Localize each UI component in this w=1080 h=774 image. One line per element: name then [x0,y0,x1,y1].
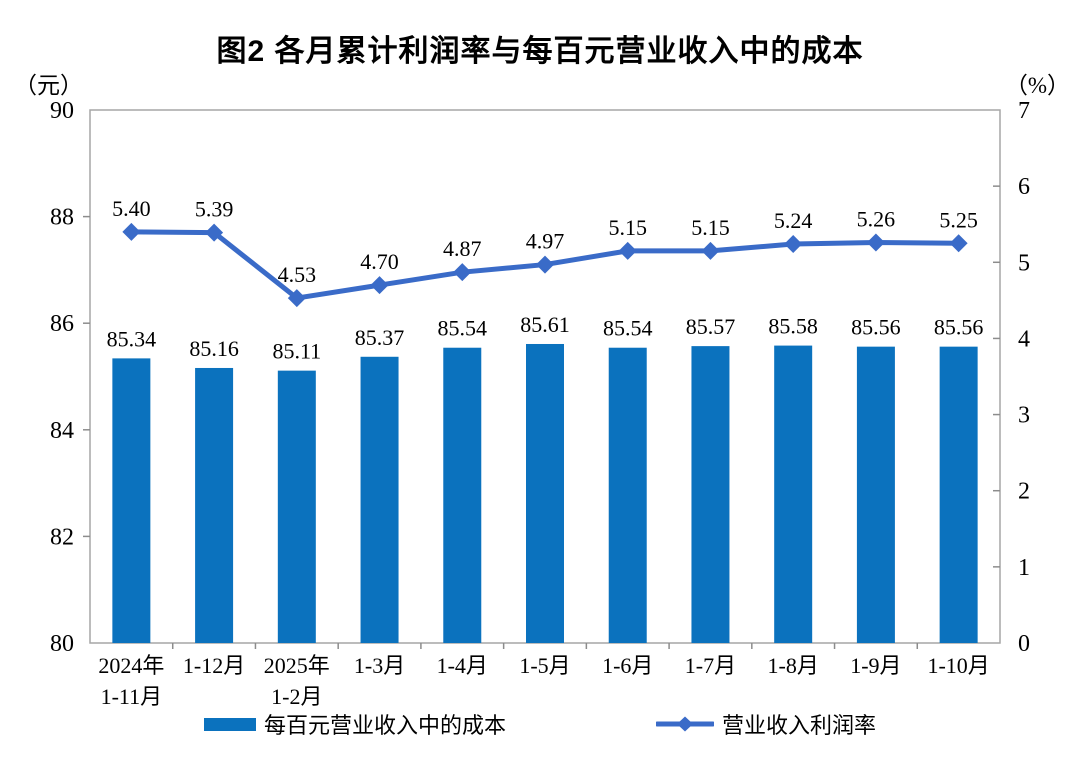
line-series [122,222,968,308]
line-series-label: 营业收入利润率 [722,713,877,738]
left-axis-unit: （元） [14,73,83,98]
right-axis-tick-label: 5 [1018,250,1030,276]
bar [277,370,316,643]
x-axis-category-label: 1-4月 [437,653,488,678]
x-axis-category-label: 1-2月 [271,684,322,706]
line-value-label: 5.24 [774,208,813,233]
bar [360,356,399,643]
bar [112,358,151,643]
left-axis-tick-label: 84 [50,418,74,444]
x-axis-category-label: 1-8月 [768,653,819,678]
line-marker-diamond [370,276,389,295]
x-axis-labels: 2024年 1-11月 1-12月 2025年 1-2月 1-3月 1-4月 1-5月 1-6月… [98,653,989,706]
x-axis-category-label: 1-6月 [602,653,653,678]
x-axis-category-label: 1-11月 [101,684,163,706]
left-axis-tick-label: 86 [50,311,74,337]
bar-series-swatch [203,717,256,731]
right-axis-tick-label: 4 [1018,326,1030,352]
bar-value-label: 85.16 [189,336,239,361]
legend-item-bar-series: 每百元营业收入中的成本 [203,708,506,740]
bar [774,345,813,643]
bar-value-label: 85.54 [603,316,653,341]
x-axis-category-label: 1-10月 [927,653,989,678]
line-value-label: 5.40 [112,196,151,221]
bar [691,346,730,643]
bar-value-label: 85.34 [107,326,157,351]
line-value-label: 4.87 [443,236,482,261]
left-axis-tick-label: 82 [50,524,74,550]
right-axis-tick-label: 0 [1018,631,1030,657]
bar [608,347,647,643]
line-marker-diamond [866,233,885,252]
bar-series [112,343,978,643]
line-marker-diamond [949,234,968,253]
bar-value-label: 85.37 [355,325,405,350]
right-axis-tick-label: 1 [1018,555,1030,581]
bar [939,346,978,643]
bar-value-label: 85.58 [768,314,818,339]
bar [195,367,234,643]
line-marker-diamond [205,223,224,242]
x-axis-ticks [171,643,919,649]
bar-value-label: 85.56 [934,315,984,340]
bar-value-label: 85.11 [272,339,321,364]
line-marker-diamond [701,241,720,260]
line-value-label: 5.15 [608,215,647,240]
bar [443,347,482,643]
x-axis-category-label: 1-3月 [354,653,405,678]
plot-area: 80 82 84 86 88 90 0 1 2 3 4 5 6 7 2024年 1-11月 1-12月 2025年… [50,98,1030,706]
left-axis: 80 82 84 86 88 90 [50,98,90,657]
line-value-label: 4.53 [278,262,317,287]
line-marker-diamond [287,289,306,308]
line-value-label: 4.97 [526,229,565,254]
bar-value-label: 85.56 [851,315,901,340]
line-marker-diamond [453,263,472,282]
right-axis-tick-label: 3 [1018,403,1030,429]
bar-series-label: 每百元营业收入中的成本 [263,713,506,738]
line-value-label: 5.25 [939,207,978,232]
line-value-labels: 5.40 5.39 4.53 4.70 4.87 4.97 5.15 5.15 5.24 5.26… [112,196,978,287]
right-axis-unit: （%） [1004,73,1070,98]
right-axis: 0 1 2 3 4 5 6 7 [993,98,1030,657]
bar [856,346,895,643]
x-axis-category-label: 2024年 [98,653,164,678]
line-value-label: 5.39 [195,197,234,222]
line-marker-diamond [122,222,141,241]
legend-item-line-series: 营业收入利润率 [654,708,877,740]
x-axis-category-label: 1-5月 [519,653,570,678]
right-axis-tick-label: 6 [1018,174,1030,200]
legend: 每百元营业收入中的成本 营业收入利润率 [0,708,1080,740]
line-marker-diamond [536,255,554,274]
bar-value-label: 85.54 [438,316,488,341]
right-axis-tick-label: 7 [1018,98,1030,124]
line-value-label: 4.70 [360,249,399,274]
right-axis-tick-label: 2 [1018,479,1030,505]
bar-value-labels: 85.34 85.16 85.11 85.37 85.54 85.61 85.54 85.57… [107,312,984,364]
line-value-label: 5.26 [857,206,896,231]
x-axis-category-label: 2025年 [264,653,330,678]
line-marker-diamond [784,235,803,254]
left-axis-tick-label: 90 [50,98,74,124]
x-axis-category-label: 1-12月 [183,653,245,678]
x-axis-category-label: 1-9月 [850,653,901,678]
left-axis-tick-label: 88 [50,205,74,231]
line-marker-diamond [618,241,637,260]
bar-value-label: 85.61 [520,312,570,337]
line-value-label: 5.15 [691,215,730,240]
left-axis-tick-label: 80 [50,631,74,657]
x-axis-category-label: 1-7月 [685,653,736,678]
bar-value-label: 85.57 [686,314,736,339]
line-series-swatch [654,715,716,733]
bar [526,343,564,643]
chart-title: 图2 各月累计利润率与每百元营业收入中的成本 [216,35,864,68]
